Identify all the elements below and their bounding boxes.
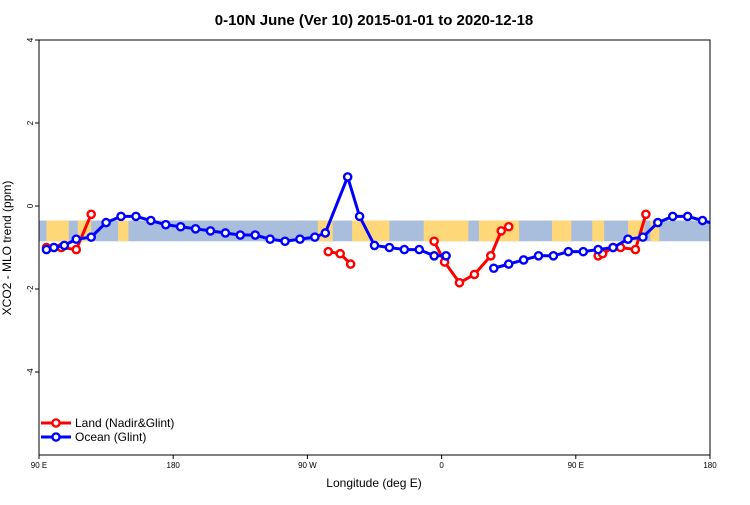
data-point: [131, 211, 141, 222]
data-point: [533, 250, 544, 261]
legend: Land (Nadir&Glint)Ocean (Glint): [41, 416, 174, 444]
y-tick-label: -2: [26, 285, 35, 293]
data-point: [369, 240, 380, 251]
land-region: [551, 220, 572, 242]
legend-marker: [51, 432, 61, 442]
legend-marker: [51, 418, 61, 428]
x-tick-label: 0: [439, 461, 444, 470]
series-line: [493, 214, 710, 270]
x-axis-label: Longitude (deg E): [326, 476, 421, 490]
data-point: [638, 232, 648, 242]
data-point: [71, 244, 82, 255]
data-point: [518, 255, 529, 265]
data-point: [295, 234, 305, 244]
data-point: [220, 228, 231, 238]
data-point: [682, 211, 693, 222]
data-point: [496, 226, 507, 236]
data-point: [345, 259, 356, 269]
data-point: [714, 221, 721, 228]
data-point: [653, 217, 663, 228]
legend-item: Land (Nadir&Glint): [41, 416, 174, 430]
data-point: [116, 211, 126, 222]
data-point: [175, 221, 186, 232]
x-tick-label: 90 W: [298, 461, 317, 470]
x-tick-label: 90 E: [31, 461, 47, 470]
x-axis: 90 E 180 90 W 0 90 E 180: [31, 455, 717, 470]
x-tick-label: 90 E: [568, 461, 584, 470]
map-band: [39, 220, 710, 242]
data-point: [190, 224, 201, 234]
data-point: [429, 236, 439, 247]
y-tick-label: 4: [26, 37, 35, 42]
data-point: [563, 246, 574, 257]
data-point: [623, 234, 633, 244]
data-point: [146, 215, 156, 226]
land-region: [650, 220, 660, 242]
land-region: [46, 220, 69, 242]
land-region: [352, 220, 390, 242]
data-point: [280, 236, 290, 247]
data-point: [429, 250, 439, 261]
data-point: [160, 219, 171, 230]
data-point: [608, 242, 618, 253]
data-point: [86, 209, 96, 220]
data-point: [630, 244, 641, 255]
data-point: [323, 246, 334, 257]
legend-item: Ocean (Glint): [41, 430, 146, 444]
y-tick-label: -4: [26, 368, 35, 376]
data-point: [414, 244, 425, 255]
data-point: [399, 244, 410, 255]
data-point: [101, 217, 111, 228]
plot-frame: [38, 39, 711, 456]
data-point: [354, 211, 365, 222]
data-point: [667, 211, 678, 222]
data-point: [503, 259, 514, 269]
series-line: [46, 175, 447, 258]
data-point: [41, 244, 52, 255]
data-point: [320, 228, 331, 238]
data-point: [593, 244, 603, 255]
data-point: [335, 248, 346, 259]
y-axis-label: XCO2 - MLO trend (ppm): [0, 181, 14, 316]
data-point: [205, 226, 216, 236]
land-region: [118, 220, 129, 242]
data-point: [342, 172, 353, 182]
x-tick-label: 180: [167, 461, 181, 470]
x-tick-label: 180: [703, 461, 717, 470]
y-tick-label: 2: [26, 120, 35, 125]
y-axis: 4 2 0 -2 -4: [26, 37, 39, 376]
data-point: [441, 250, 451, 261]
data-point: [548, 250, 559, 261]
data-point: [454, 277, 465, 288]
legend-label: Ocean (Glint): [75, 430, 146, 444]
series-ocean: [41, 172, 721, 274]
data-point: [384, 242, 395, 253]
data-point: [488, 263, 499, 274]
series-layer: [41, 172, 721, 288]
data-point: [49, 242, 59, 253]
data-point: [235, 230, 246, 240]
data-point: [697, 215, 708, 226]
land-region: [592, 220, 605, 242]
y-tick-label: 0: [26, 203, 35, 208]
data-point: [59, 240, 70, 251]
data-point: [86, 232, 96, 242]
data-point: [578, 246, 589, 257]
chart-title: 0-10N June (Ver 10) 2015-01-01 to 2020-1…: [215, 12, 534, 29]
data-point: [310, 232, 320, 242]
data-point: [641, 209, 651, 220]
legend-label: Land (Nadir&Glint): [75, 416, 174, 430]
data-point: [250, 230, 261, 240]
data-point: [486, 250, 496, 261]
data-point: [503, 221, 514, 232]
data-point: [71, 234, 82, 244]
land-region: [423, 220, 469, 242]
data-point: [469, 269, 480, 280]
data-point: [265, 234, 275, 244]
